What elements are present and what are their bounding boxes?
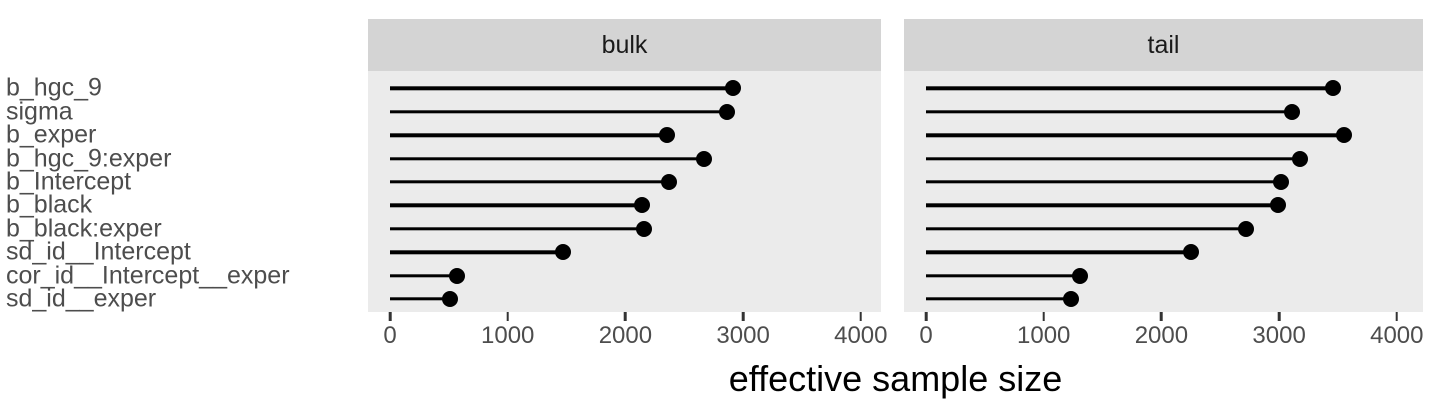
lollipop-stem — [390, 297, 451, 301]
lollipop-dot — [1238, 220, 1255, 237]
x-axis-tick-label: 1000 — [1016, 322, 1071, 349]
x-axis-title: effective sample size — [728, 358, 1063, 399]
x-axis-tick-label: 0 — [919, 322, 933, 349]
lollipop-stem — [926, 227, 1247, 231]
lollipop-stem — [390, 110, 727, 114]
x-axis-tick — [1160, 312, 1163, 321]
facet-strip-label: tail — [1147, 30, 1180, 59]
lollipop-stem — [926, 203, 1278, 208]
lollipop-stem — [926, 250, 1191, 254]
lollipop-stem — [926, 110, 1293, 114]
facet-strip-tail: tail — [904, 19, 1423, 71]
x-axis-tick-label: 4000 — [834, 322, 888, 349]
lollipop-dot — [1182, 244, 1199, 261]
lollipop-stem — [926, 156, 1301, 161]
lollipop-dot — [1325, 80, 1342, 97]
lollipop-dot — [658, 127, 675, 144]
y-axis-label: sigma — [6, 97, 73, 126]
x-axis-tick-label: 3000 — [716, 322, 770, 349]
panel-bulk — [368, 71, 881, 312]
facet-strip-bulk: bulk — [368, 19, 881, 71]
lollipop-dot — [660, 173, 677, 190]
lollipop-stem — [390, 156, 705, 161]
lollipop-dot — [636, 220, 653, 237]
lollipop-dot — [1269, 197, 1286, 214]
y-axis-label: b_Intercept — [6, 167, 132, 196]
lollipop-dot — [1062, 291, 1079, 308]
lollipop-dot — [555, 244, 572, 261]
lollipop-dot — [442, 291, 459, 308]
x-axis-tick — [1277, 312, 1281, 321]
x-axis-tick — [388, 312, 392, 321]
x-axis-tick-label: 2000 — [1134, 322, 1189, 349]
lollipop-stem — [390, 227, 645, 231]
x-axis-tick — [1395, 312, 1399, 321]
lollipop-dot — [449, 267, 466, 284]
y-axis-label: sd_id__Intercept — [6, 237, 191, 266]
lollipop-stem — [926, 133, 1344, 137]
y-axis-label: b_black:exper — [6, 214, 162, 243]
x-axis-tick — [1042, 312, 1045, 321]
lollipop-stem — [926, 297, 1071, 301]
lollipop-dot — [1292, 150, 1309, 167]
lollipop-stem — [926, 86, 1334, 90]
lollipop-stem — [390, 133, 667, 137]
y-axis-label: cor_id__Intercept__exper — [6, 261, 290, 290]
x-axis-tick — [859, 312, 863, 321]
lollipop-stem — [390, 273, 458, 278]
lollipop-stem — [926, 273, 1081, 278]
lollipop-dot — [696, 150, 713, 167]
lollipop-dot — [633, 197, 650, 214]
y-axis-label: b_black — [6, 190, 93, 219]
lollipop-dot — [1273, 173, 1290, 190]
x-axis-tick-label: 0 — [383, 322, 397, 349]
lollipop-dot — [724, 80, 741, 97]
x-axis-tick — [624, 312, 627, 321]
lollipop-dot — [1284, 103, 1301, 120]
lollipop-dot — [1335, 127, 1352, 144]
x-axis-tick — [741, 312, 745, 321]
lollipop-stem — [390, 86, 733, 90]
x-axis-tick — [506, 312, 509, 321]
y-axis-label: b_hgc_9 — [6, 73, 102, 102]
lollipop-stem — [390, 180, 669, 184]
panel-tail — [904, 71, 1423, 312]
x-axis-tick-label: 2000 — [598, 322, 653, 349]
x-axis-tick-label: 3000 — [1252, 322, 1306, 349]
x-axis-tick — [924, 312, 928, 321]
lollipop-stem — [390, 250, 564, 254]
lollipop-dot — [718, 103, 735, 120]
x-axis-tick-label: 4000 — [1370, 322, 1424, 349]
lollipop-stem — [390, 203, 642, 208]
y-axis-label: b_exper — [6, 120, 97, 149]
x-axis-tick-label: 1000 — [480, 322, 535, 349]
facet-strip-label: bulk — [601, 30, 648, 59]
lollipop-stem — [926, 180, 1282, 184]
y-axis-label: sd_id__exper — [6, 284, 157, 313]
lollipop-dot — [1072, 267, 1089, 284]
y-axis-label: b_hgc_9:exper — [6, 144, 172, 173]
